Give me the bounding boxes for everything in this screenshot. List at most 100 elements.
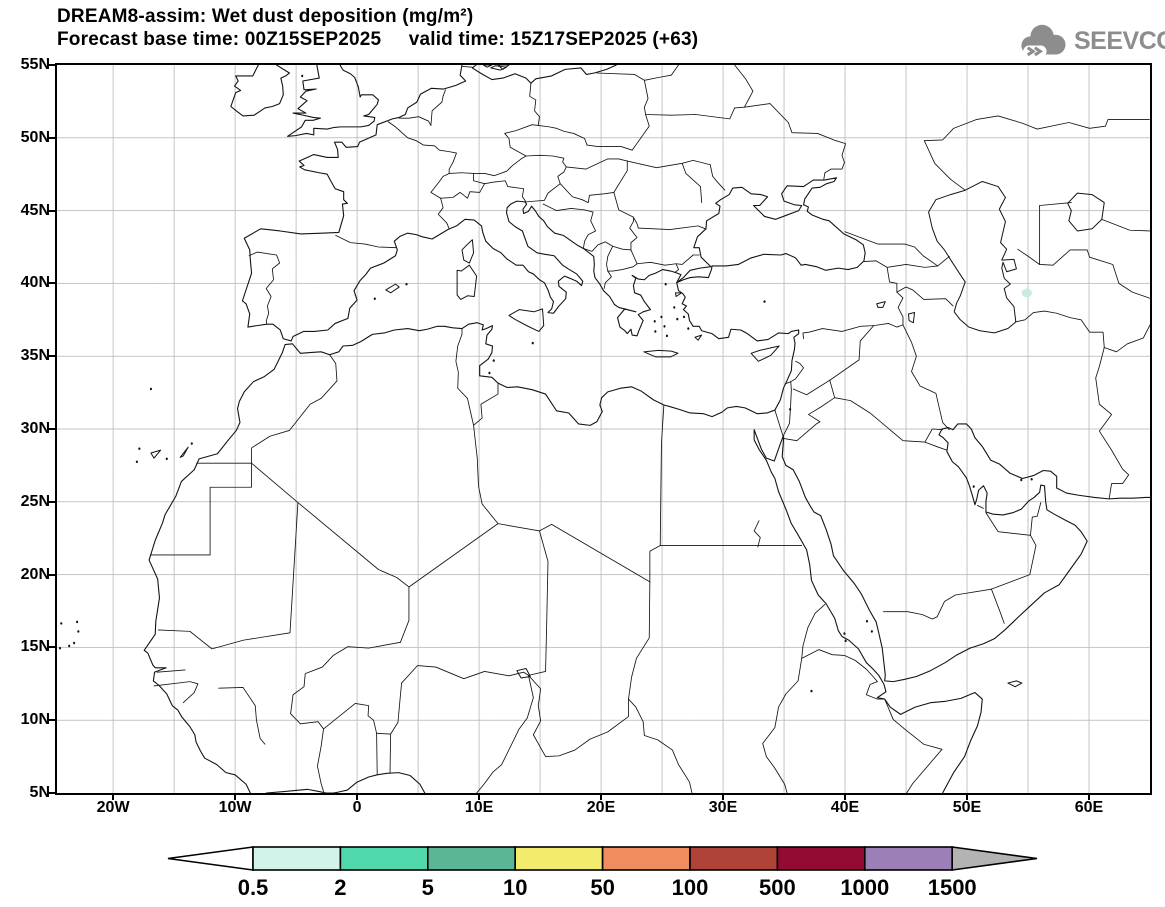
small-island-dot: [405, 282, 408, 286]
lon-tick-label: 20W: [96, 799, 130, 816]
country-border: [252, 463, 409, 587]
country-border: [587, 145, 632, 150]
lon-tick-mark: [843, 793, 846, 800]
country-border: [539, 524, 649, 582]
lat-tick-label: 15N: [20, 638, 50, 656]
island-or-lake-outline: [483, 65, 492, 67]
country-border: [783, 382, 791, 436]
small-island-dot: [687, 327, 690, 330]
lat-tick-mark: [48, 646, 55, 649]
small-island-dot: [844, 639, 847, 643]
small-island-dot: [870, 630, 873, 633]
lat-tick-mark: [48, 573, 55, 576]
country-border: [883, 589, 991, 619]
colorbar-segment: [252, 846, 342, 871]
country-border: [903, 325, 949, 430]
country-border: [150, 463, 251, 555]
lat-tick-label: 55N: [20, 56, 50, 73]
country-border: [754, 521, 760, 547]
small-island-dot: [660, 315, 663, 319]
island-or-lake-outline: [386, 284, 399, 293]
country-border: [607, 246, 613, 271]
lon-tick-mark: [234, 793, 237, 800]
colorbar-value-label: 1500: [928, 875, 977, 900]
lat-tick-mark: [48, 792, 55, 794]
small-island-dot: [676, 317, 679, 321]
colorbar-value-label: 10: [503, 875, 527, 900]
lon-tick-label: 30E: [708, 799, 738, 816]
country-border: [682, 163, 702, 202]
country-border: [660, 405, 664, 546]
small-island-dot: [77, 630, 80, 633]
country-border: [793, 380, 830, 395]
island-or-lake-outline: [929, 181, 1017, 332]
country-border: [530, 83, 540, 125]
lon-tick-label: 60E: [1074, 799, 1104, 816]
chart-title: DREAM8-assim: Wet dust deposition (mg/m²…: [57, 6, 474, 27]
lon-tick-mark: [478, 793, 481, 800]
small-island-dot: [653, 319, 656, 323]
country-border: [1096, 347, 1129, 498]
small-island-dot: [60, 622, 63, 625]
colorbar-segment: [601, 846, 691, 871]
lon-tick-label: 10W: [218, 799, 252, 816]
country-border: [864, 261, 897, 292]
country-border: [157, 670, 185, 672]
country-border: [924, 116, 1149, 141]
country-border: [637, 262, 676, 265]
small-island-dot: [72, 641, 76, 645]
country-border: [197, 355, 337, 463]
country-border: [803, 326, 874, 339]
lon-tick-label: 50E: [952, 799, 982, 816]
seevccc-cloud-icon: [1021, 24, 1066, 58]
small-island-dot: [488, 371, 491, 375]
lat-tick-label: 20N: [20, 565, 50, 583]
country-border: [477, 675, 534, 793]
island-or-lake-outline: [457, 265, 477, 299]
colorbar-legend: 0.5 2 5 10 50 100 500 1000 1500: [167, 846, 1038, 900]
lat-tick-mark: [48, 136, 55, 139]
country-border: [627, 160, 710, 167]
country-border: [630, 217, 637, 250]
country-border: [783, 380, 834, 440]
lat-tick-mark: [48, 355, 55, 358]
island-or-lake-outline: [1008, 681, 1022, 687]
lon-tick-label: 40E: [830, 799, 860, 816]
small-island-dot: [810, 689, 813, 693]
country-border: [583, 242, 631, 251]
country-border: [845, 232, 949, 266]
country-border: [1030, 503, 1040, 536]
coastline: [754, 424, 1150, 793]
country-border: [431, 90, 446, 126]
small-island-dot: [673, 306, 676, 309]
lat-tick-mark: [48, 500, 55, 503]
country-border: [744, 104, 845, 180]
island-or-lake-outline: [180, 447, 188, 457]
colorbar-right-arrow: [951, 846, 1038, 871]
country-border: [735, 65, 753, 108]
coastline: [266, 773, 425, 793]
lon-tick-mark: [600, 793, 603, 800]
country-border: [604, 271, 611, 288]
colorbar-value-label: 0.5: [238, 875, 269, 900]
island-or-lake-outline: [695, 335, 702, 340]
colorbar-value-label: 500: [759, 875, 796, 900]
colorbar-segment: [426, 846, 516, 871]
coastline: [231, 65, 290, 116]
country-border: [675, 264, 679, 273]
small-island-dot: [1020, 478, 1023, 482]
colorbar-value-label: 2: [334, 875, 346, 900]
country-border: [802, 604, 825, 658]
country-border: [377, 733, 391, 772]
country-border: [638, 226, 705, 230]
country-border: [925, 429, 943, 442]
country-border: [528, 675, 540, 734]
country-border: [1104, 323, 1150, 352]
colorbar-segment: [339, 846, 429, 871]
country-border: [644, 65, 678, 80]
island-or-lake-outline: [751, 346, 779, 361]
country-border: [336, 235, 396, 247]
colorbar-value-label: 5: [422, 875, 434, 900]
island-or-lake-outline: [877, 302, 886, 308]
map-plot-area: [55, 63, 1152, 795]
